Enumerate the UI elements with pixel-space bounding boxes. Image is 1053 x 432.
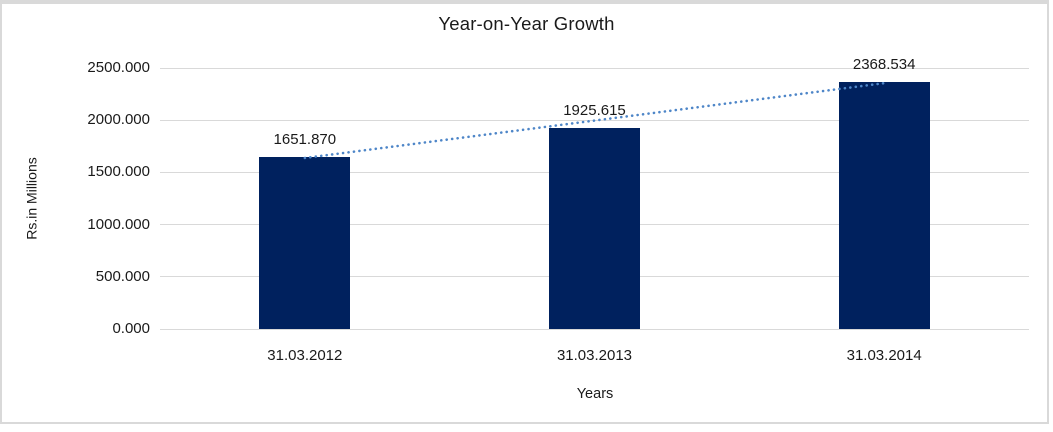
y-tick-label: 2500.000 — [87, 59, 150, 76]
bar-value-label: 1651.870 — [273, 130, 337, 148]
x-axis-title: Years — [576, 386, 614, 402]
chart-title: Year-on-Year Growth — [438, 13, 615, 34]
y-tick-label: 2000.000 — [87, 111, 150, 129]
bar — [549, 127, 640, 329]
x-tick-label: 31.03.2013 — [556, 347, 633, 364]
y-tick-label: 0.000 — [112, 320, 150, 337]
bar — [259, 156, 351, 329]
y-axis-title: Rs.in Millions — [23, 157, 40, 240]
y-tick-label: 1000.000 — [87, 215, 150, 233]
bar — [838, 81, 930, 329]
y-tick-label: 500.000 — [95, 267, 150, 285]
y-tick-label: 1500.000 — [87, 163, 150, 181]
x-tick-label: 31.03.2012 — [267, 347, 343, 364]
y-gridline — [160, 328, 1029, 330]
y-gridline — [160, 67, 1029, 69]
bar-value-label: 2368.534 — [852, 55, 916, 73]
x-tick-label: 31.03.2014 — [846, 347, 922, 364]
bar-value-label: 1925.615 — [563, 101, 626, 119]
